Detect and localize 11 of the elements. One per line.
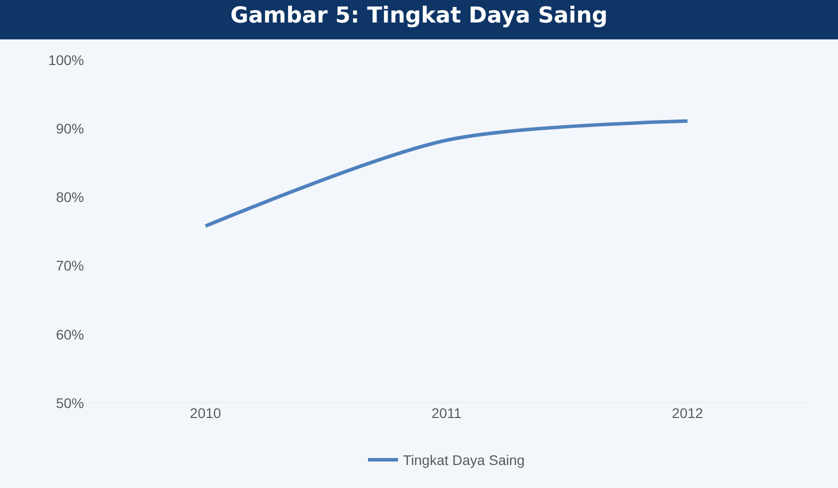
y-tick-label: 90%: [56, 120, 84, 136]
y-tick-label: 70%: [56, 258, 84, 274]
y-tick-label: 50%: [56, 394, 84, 411]
y-tick-label: 60%: [56, 326, 84, 342]
x-tick-label: 2011: [431, 405, 462, 421]
x-tick-label: 2012: [672, 405, 704, 421]
y-tick-label: 80%: [56, 189, 84, 206]
legend-label: Tingkat Daya Saing: [403, 452, 525, 468]
y-tick-label: 100%: [48, 52, 84, 68]
x-tick-label: 2010: [190, 405, 222, 421]
chart-title: Gambar 5: Tingkat Daya Saing: [230, 4, 608, 29]
